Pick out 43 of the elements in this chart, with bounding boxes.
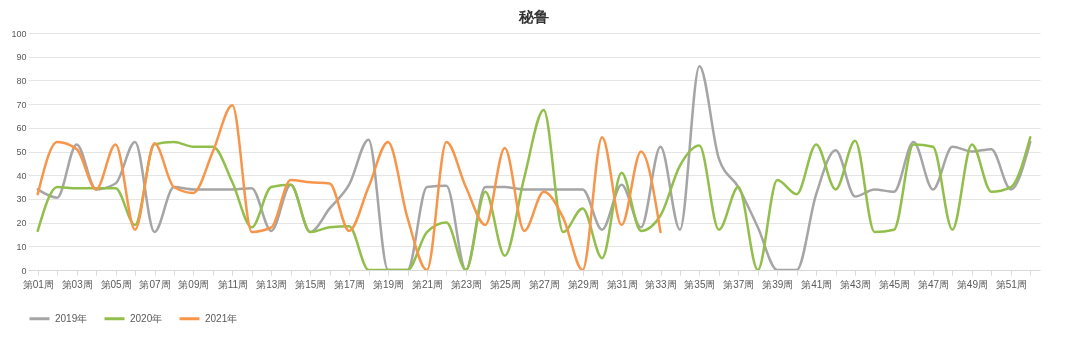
y-tick-label: 0	[21, 265, 27, 276]
line-series	[36, 104, 662, 270]
x-tick-label: 第41周	[801, 278, 833, 290]
x-tick-label: 第49周	[956, 278, 988, 290]
x-tick-label: 第51周	[995, 278, 1027, 290]
x-tick-label: 第11周	[217, 278, 249, 290]
x-tick-label: 第17周	[334, 278, 366, 290]
y-tick-label: 20	[16, 218, 27, 229]
y-tick-label: 30	[16, 194, 27, 205]
x-tick-label: 第35周	[684, 278, 716, 290]
chart-title: 秘鲁	[518, 8, 549, 25]
y-tick-label: 60	[16, 123, 27, 134]
x-tick-label: 第03周	[61, 278, 93, 290]
x-tick-label: 第23周	[450, 278, 482, 290]
x-tick-label: 第25周	[489, 278, 521, 290]
line-series	[36, 108, 1032, 270]
x-tick-label: 第47周	[917, 278, 950, 290]
x-tick-label: 第33周	[645, 278, 677, 290]
y-tick-label: 10	[16, 241, 27, 252]
legend-label: 2021年	[205, 312, 238, 324]
y-tick-label: 100	[11, 28, 27, 39]
x-tick-label: 第39周	[762, 278, 794, 290]
x-tick-label: 第21周	[411, 278, 444, 290]
y-tick-label: 50	[16, 147, 27, 157]
x-tick-label: 第09周	[178, 278, 210, 290]
x-tick-label: 第29周	[567, 278, 599, 290]
y-tick-label: 70	[16, 99, 27, 110]
x-tick-label: 第15周	[295, 278, 327, 290]
y-tick-label: 40	[16, 170, 27, 181]
x-tick-label: 第43周	[840, 278, 872, 290]
x-tick-label: 第27周	[528, 278, 560, 290]
legend-label: 2020年	[130, 312, 163, 324]
x-tick-label: 第31周	[606, 278, 638, 290]
x-tick-label: 第05周	[100, 278, 132, 290]
y-tick-label: 90	[16, 52, 27, 63]
x-tick-label: 第45周	[878, 278, 911, 290]
x-tick-label: 第37周	[723, 278, 755, 290]
x-tick-label: 第19周	[372, 278, 405, 290]
legend-label: 2019年	[55, 312, 88, 324]
y-tick-label: 80	[16, 75, 27, 86]
x-tick-label: 第13周	[256, 278, 288, 290]
x-tick-label: 第07周	[139, 278, 171, 290]
x-tick-label: 第01周	[22, 278, 54, 290]
